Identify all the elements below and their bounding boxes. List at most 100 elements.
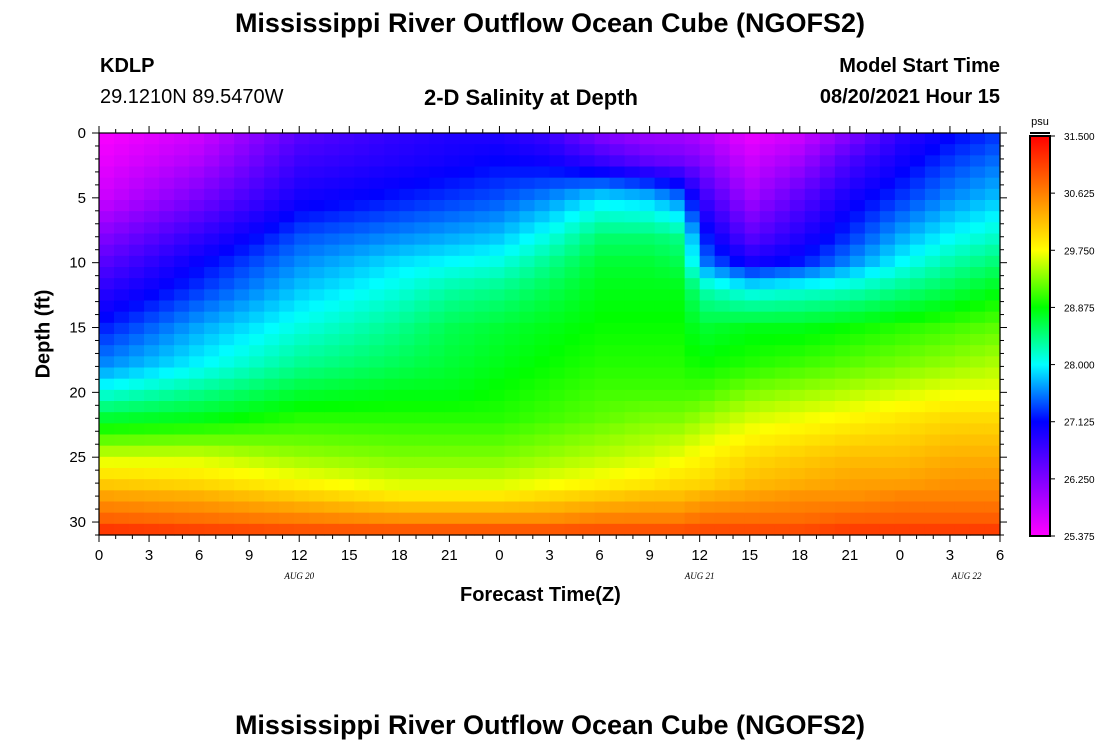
- heatmap-cell: [819, 389, 836, 402]
- heatmap-cell: [504, 423, 521, 436]
- heatmap-cell: [849, 322, 866, 335]
- heatmap-cell: [969, 211, 986, 223]
- heatmap-cell: [564, 144, 581, 156]
- heatmap-cell: [549, 233, 566, 246]
- heatmap-cell: [339, 133, 355, 145]
- heatmap-cell: [204, 177, 220, 190]
- heatmap-cell: [579, 289, 596, 302]
- heatmap-cell: [984, 367, 1001, 380]
- heatmap-cell: [579, 468, 596, 480]
- heatmap-cell: [204, 345, 220, 357]
- heatmap-cell: [669, 222, 686, 235]
- heatmap-cell: [534, 311, 551, 324]
- heatmap-cell: [519, 445, 536, 458]
- heatmap-cell: [834, 434, 851, 447]
- heatmap-cell: [954, 523, 971, 536]
- heatmap-cell: [699, 244, 716, 257]
- heatmap-cell: [774, 389, 791, 402]
- heatmap-cell: [549, 501, 566, 514]
- heatmap-cell: [219, 289, 235, 302]
- heatmap-cell: [264, 211, 280, 223]
- heatmap-cell: [654, 278, 671, 290]
- heatmap-cell: [594, 445, 611, 458]
- heatmap-cell: [744, 133, 761, 145]
- heatmap-cell: [579, 144, 596, 156]
- heatmap-cell: [729, 188, 746, 201]
- heatmap-cell: [234, 356, 250, 369]
- heatmap-cell: [384, 255, 400, 268]
- heatmap-cell: [534, 479, 551, 491]
- heatmap-cell: [894, 423, 911, 436]
- heatmap-cell: [174, 144, 190, 156]
- heatmap-cell: [654, 222, 671, 235]
- heatmap-cell: [819, 523, 836, 536]
- heatmap-cell: [429, 434, 445, 447]
- heatmap-cell: [939, 512, 956, 525]
- heatmap-cell: [204, 155, 220, 168]
- heatmap-cell: [789, 367, 806, 380]
- heatmap-cell: [129, 389, 145, 402]
- heatmap-cell: [549, 200, 566, 212]
- heatmap-cell: [114, 211, 130, 223]
- heatmap-cell: [939, 311, 956, 324]
- heatmap-cell: [474, 423, 491, 436]
- heatmap-cell: [654, 345, 671, 357]
- heatmap-cell: [339, 278, 355, 290]
- heatmap-cell: [354, 300, 370, 313]
- x-day-label: AUG 22: [951, 571, 982, 581]
- heatmap-cell: [279, 244, 295, 257]
- heatmap-cell: [429, 523, 445, 536]
- heatmap-cell: [774, 501, 791, 514]
- heatmap-cell: [984, 300, 1001, 313]
- heatmap-cell: [264, 155, 280, 168]
- heatmap-cell: [864, 255, 881, 268]
- heatmap-cell: [474, 367, 491, 380]
- heatmap-cell: [594, 188, 611, 201]
- heatmap-cell: [369, 356, 385, 369]
- heatmap-cell: [399, 211, 415, 223]
- heatmap-cell: [549, 468, 566, 480]
- heatmap-cell: [984, 512, 1001, 525]
- heatmap-cell: [489, 523, 506, 536]
- heatmap-cell: [594, 401, 611, 413]
- heatmap-cell: [669, 412, 686, 424]
- heatmap-cell: [534, 166, 551, 179]
- heatmap-cell: [234, 166, 250, 179]
- heatmap-cell: [294, 244, 310, 257]
- heatmap-cell: [819, 289, 836, 302]
- heatmap-cell: [99, 289, 115, 302]
- heatmap-cell: [759, 356, 776, 369]
- heatmap-cell: [579, 211, 596, 223]
- heatmap-cell: [849, 367, 866, 380]
- heatmap-cell: [99, 389, 115, 402]
- heatmap-cell: [699, 490, 716, 503]
- heatmap-cell: [969, 289, 986, 302]
- heatmap-cell: [984, 456, 1001, 469]
- heatmap-cell: [549, 423, 566, 436]
- heatmap-cell: [384, 177, 400, 190]
- heatmap-cell: [279, 389, 295, 402]
- heatmap-cell: [279, 289, 295, 302]
- heatmap-cell: [279, 523, 295, 536]
- heatmap-cell: [99, 255, 115, 268]
- heatmap-cell: [549, 255, 566, 268]
- heatmap-cell: [639, 401, 656, 413]
- heatmap-cell: [774, 512, 791, 525]
- heatmap-cell: [234, 267, 250, 279]
- heatmap-cell: [684, 456, 701, 469]
- heatmap-cell: [819, 322, 836, 335]
- heatmap-cell: [444, 378, 460, 391]
- heatmap-cell: [264, 200, 280, 212]
- heatmap-cell: [324, 490, 340, 503]
- heatmap-cell: [924, 479, 941, 491]
- heatmap-cell: [114, 334, 130, 346]
- heatmap-cell: [489, 311, 506, 324]
- heatmap-cell: [639, 434, 656, 447]
- heatmap-cell: [804, 300, 821, 313]
- heatmap-cell: [99, 200, 115, 212]
- heatmap-cell: [759, 200, 776, 212]
- heatmap-cell: [684, 133, 701, 145]
- heatmap-cell: [399, 356, 415, 369]
- heatmap-cell: [444, 356, 460, 369]
